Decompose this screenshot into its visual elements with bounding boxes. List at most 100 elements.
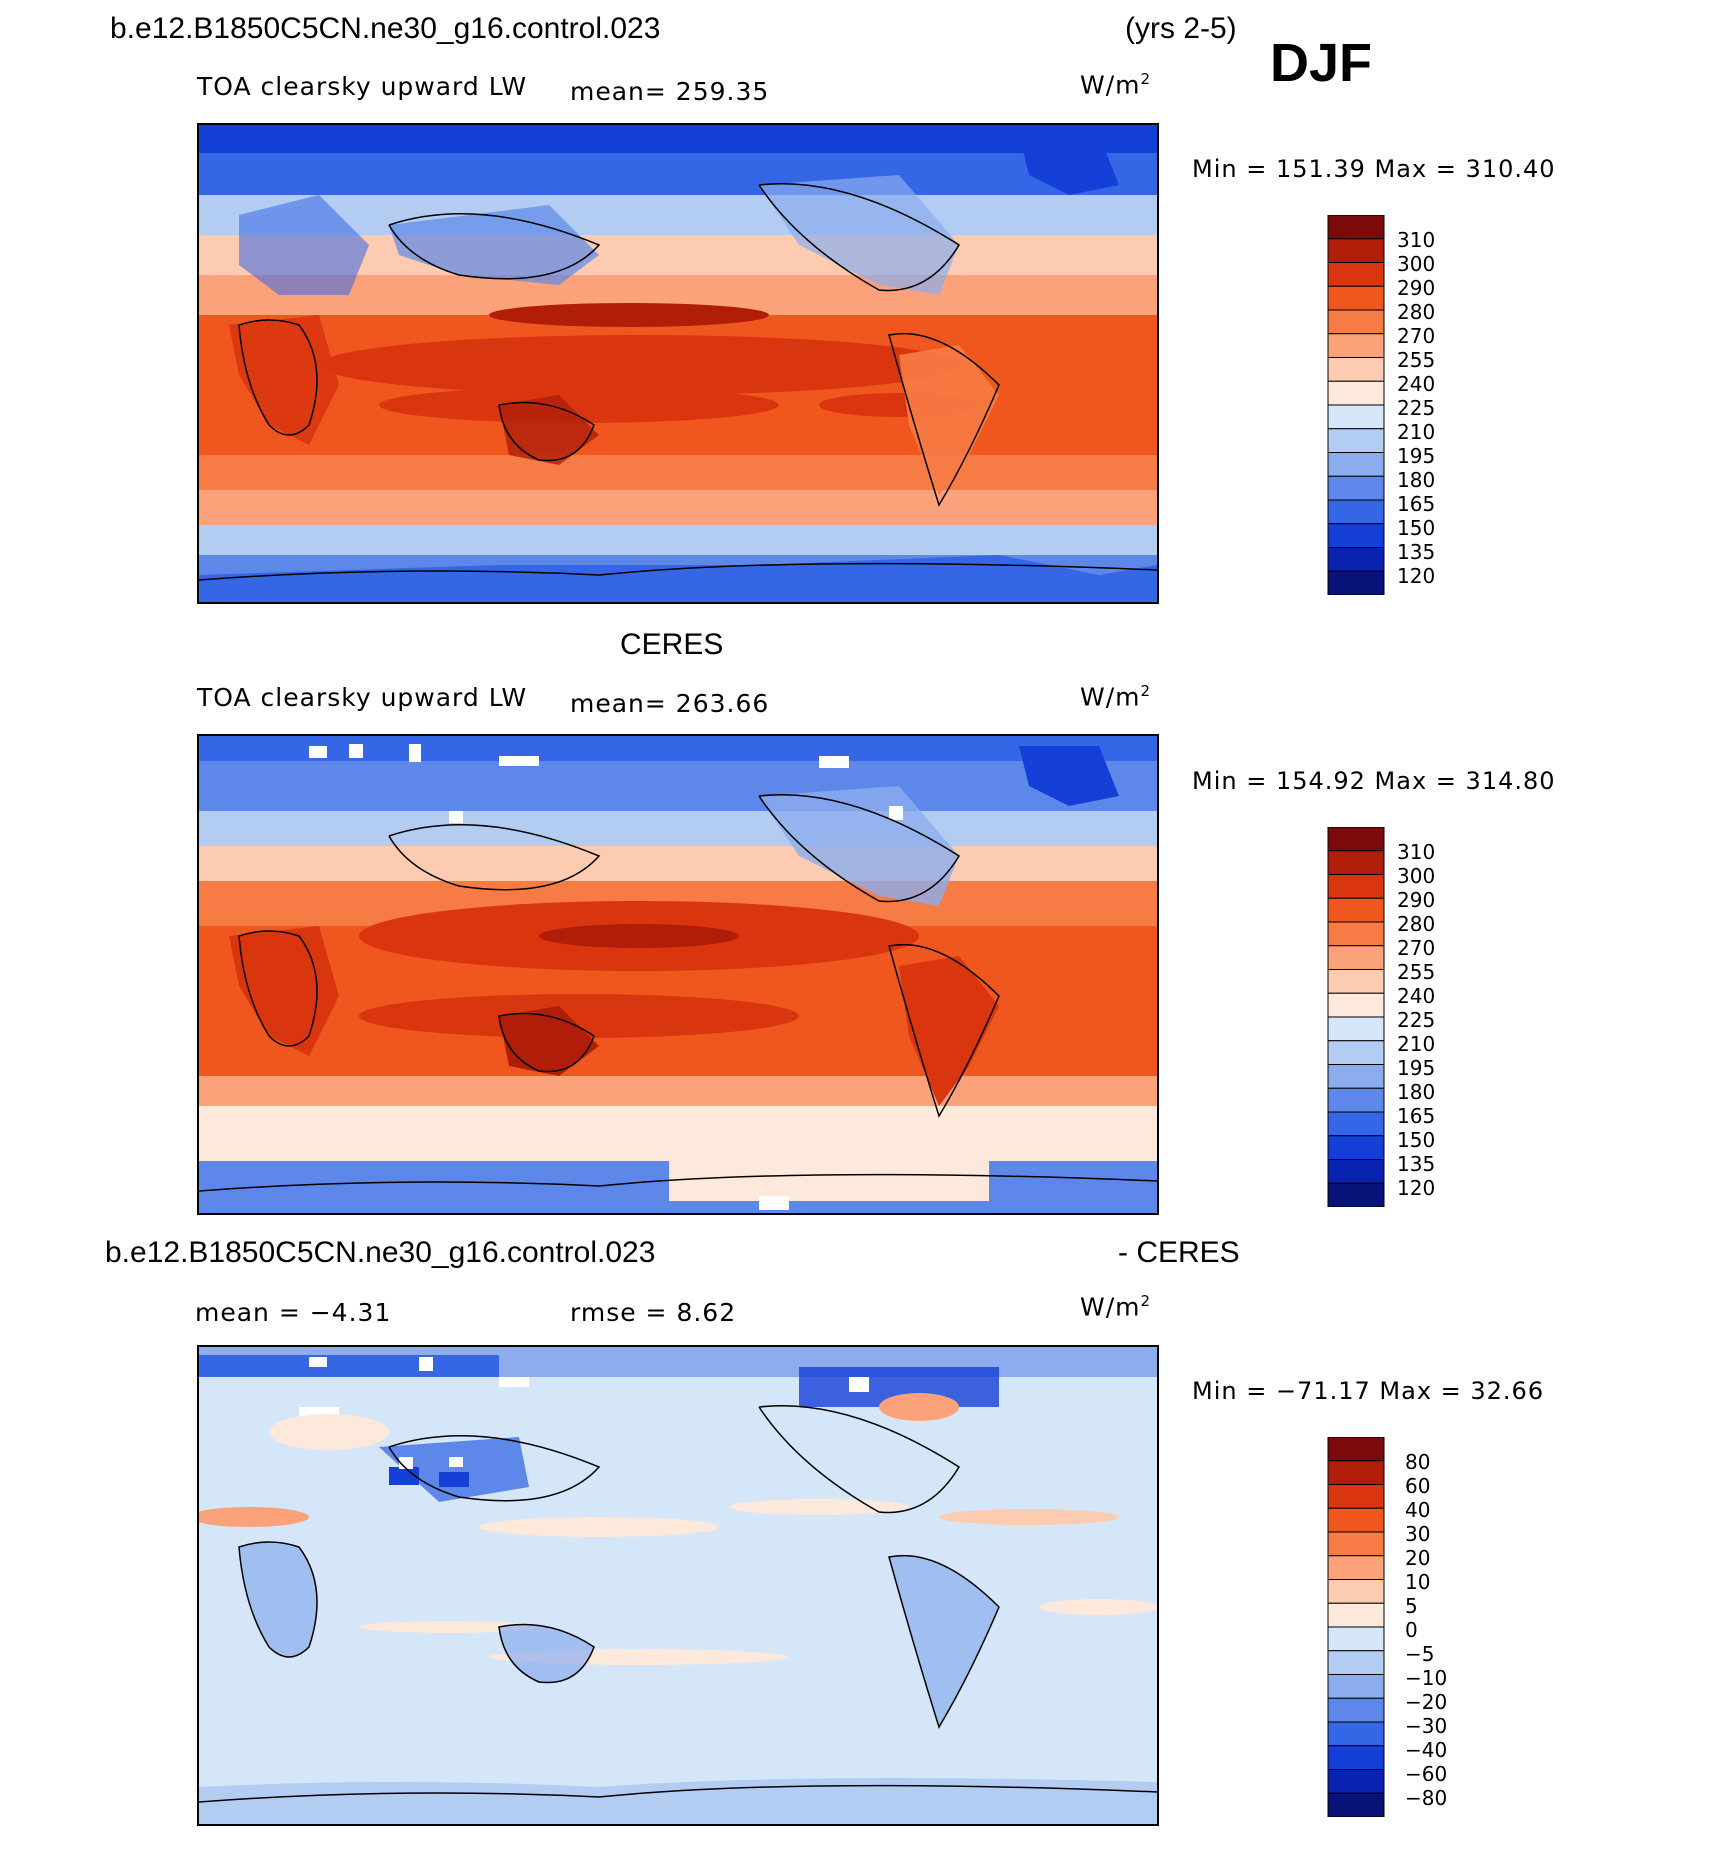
panel2-colorbar	[1327, 826, 1385, 1212]
cbar3-swatch-10	[1327, 1674, 1385, 1699]
cbar3-label-4: 20	[1405, 1546, 1431, 1570]
cbar2-label-11: 165	[1397, 1104, 1436, 1128]
years-label: (yrs 2-5)	[1125, 12, 1237, 45]
cbar2-label-12: 150	[1397, 1128, 1436, 1152]
panel1-colorbar-swatches	[1327, 214, 1385, 596]
panel2-colorbar-swatches	[1327, 826, 1385, 1208]
cbar3-swatch-15	[1327, 1792, 1385, 1818]
cbar1-label-0: 310	[1397, 228, 1436, 252]
cbar1-label-10: 180	[1397, 468, 1436, 492]
cbar1-swatch-14	[1327, 547, 1385, 572]
panel2-map	[197, 734, 1159, 1215]
season-label: DJF	[1270, 33, 1373, 93]
cbar1-label-13: 135	[1397, 540, 1436, 564]
cbar2-label-14: 120	[1397, 1176, 1436, 1200]
cbar2-swatch-7	[1327, 992, 1385, 1018]
cbar3-swatch-0	[1327, 1436, 1385, 1462]
cbar2-label-1: 300	[1397, 864, 1436, 888]
cbar2-label-2: 290	[1397, 888, 1436, 912]
cbar3-label-6: 5	[1405, 1594, 1418, 1618]
panel2-title: CERES	[620, 628, 724, 661]
cbar2-swatch-1	[1327, 850, 1385, 875]
panel1-variable: TOA clearsky upward LW	[197, 72, 528, 101]
cbar3-label-8: −5	[1405, 1642, 1435, 1666]
panel1-colorbar	[1327, 214, 1385, 600]
cbar3-swatch-6	[1327, 1579, 1385, 1604]
cbar3-swatch-4	[1327, 1531, 1385, 1557]
panel3-title-left: b.e12.B1850C5CN.ne30_g16.control.023	[105, 1236, 656, 1269]
cbar2-label-7: 225	[1397, 1008, 1436, 1032]
cbar1-swatch-7	[1327, 380, 1385, 406]
cbar3-swatch-8	[1327, 1626, 1385, 1652]
cbar1-swatch-10	[1327, 452, 1385, 477]
cbar2-label-10: 180	[1397, 1080, 1436, 1104]
cbar1-label-6: 240	[1397, 372, 1436, 396]
cbar2-label-9: 195	[1397, 1056, 1436, 1080]
cbar3-label-13: −60	[1405, 1762, 1448, 1786]
cbar2-label-4: 270	[1397, 936, 1436, 960]
cbar2-swatch-13	[1327, 1135, 1385, 1160]
cbar1-swatch-4	[1327, 309, 1385, 335]
panel1-map-plot	[199, 125, 1157, 602]
panel2-units: W/m2	[1080, 682, 1152, 712]
cbar3-swatch-3	[1327, 1507, 1385, 1533]
case-title: b.e12.B1850C5CN.ne30_g16.control.023	[110, 12, 661, 45]
cbar3-swatch-14	[1327, 1769, 1385, 1794]
cbar2-label-3: 280	[1397, 912, 1436, 936]
panel2-variable: TOA clearsky upward LW	[197, 683, 528, 712]
cbar3-label-0: 80	[1405, 1450, 1431, 1474]
panel2-minmax: Min = 154.92 Max = 314.80	[1192, 767, 1556, 795]
cbar2-label-8: 210	[1397, 1032, 1436, 1056]
cbar3-swatch-1	[1327, 1460, 1385, 1485]
cbar3-swatch-5	[1327, 1555, 1385, 1580]
panel2-mean: mean= 263.66	[570, 689, 770, 718]
cbar2-swatch-2	[1327, 874, 1385, 899]
cbar3-label-3: 30	[1405, 1522, 1431, 1546]
cbar2-swatch-12	[1327, 1111, 1385, 1137]
cbar1-swatch-15	[1327, 570, 1385, 596]
cbar3-label-7: 0	[1405, 1618, 1418, 1642]
panel1-mean: mean= 259.35	[570, 77, 770, 106]
cbar2-swatch-6	[1327, 969, 1385, 994]
cbar3-label-5: 10	[1405, 1570, 1431, 1594]
panel1-minmax: Min = 151.39 Max = 310.40	[1192, 155, 1556, 183]
panel1-units: W/m2	[1080, 70, 1152, 100]
cbar1-label-3: 280	[1397, 300, 1436, 324]
panel3-map-plot	[199, 1347, 1157, 1824]
cbar3-label-14: −80	[1405, 1786, 1448, 1810]
cbar2-label-13: 135	[1397, 1152, 1436, 1176]
cbar2-swatch-11	[1327, 1087, 1385, 1113]
cbar2-label-6: 240	[1397, 984, 1436, 1008]
cbar2-swatch-14	[1327, 1159, 1385, 1184]
cbar3-label-2: 40	[1405, 1498, 1431, 1522]
cbar2-label-5: 255	[1397, 960, 1436, 984]
cbar1-swatch-0	[1327, 214, 1385, 240]
panel3-map	[197, 1345, 1159, 1826]
cbar3-label-10: −20	[1405, 1690, 1448, 1714]
cbar1-swatch-3	[1327, 285, 1385, 311]
panel3-colorbar	[1327, 1436, 1385, 1822]
cbar1-label-2: 290	[1397, 276, 1436, 300]
cbar3-label-1: 60	[1405, 1474, 1431, 1498]
cbar3-swatch-12	[1327, 1721, 1385, 1747]
cbar1-swatch-5	[1327, 333, 1385, 358]
panel3-mean: mean = −4.31	[195, 1298, 392, 1327]
panel1-map	[197, 123, 1159, 604]
cbar3-swatch-9	[1327, 1650, 1385, 1675]
cbar1-swatch-2	[1327, 262, 1385, 287]
cbar1-label-9: 195	[1397, 444, 1436, 468]
cbar2-swatch-9	[1327, 1040, 1385, 1065]
cbar2-label-0: 310	[1397, 840, 1436, 864]
panel3-units: W/m2	[1080, 1292, 1152, 1322]
cbar3-label-11: −30	[1405, 1714, 1448, 1738]
panel3-title-right: - CERES	[1118, 1236, 1240, 1269]
cbar1-swatch-6	[1327, 357, 1385, 382]
cbar2-swatch-5	[1327, 945, 1385, 970]
cbar1-label-5: 255	[1397, 348, 1436, 372]
cbar3-label-12: −40	[1405, 1738, 1448, 1762]
cbar2-swatch-0	[1327, 826, 1385, 852]
cbar1-label-7: 225	[1397, 396, 1436, 420]
cbar3-swatch-13	[1327, 1745, 1385, 1770]
cbar2-swatch-3	[1327, 897, 1385, 923]
cbar2-swatch-8	[1327, 1016, 1385, 1042]
